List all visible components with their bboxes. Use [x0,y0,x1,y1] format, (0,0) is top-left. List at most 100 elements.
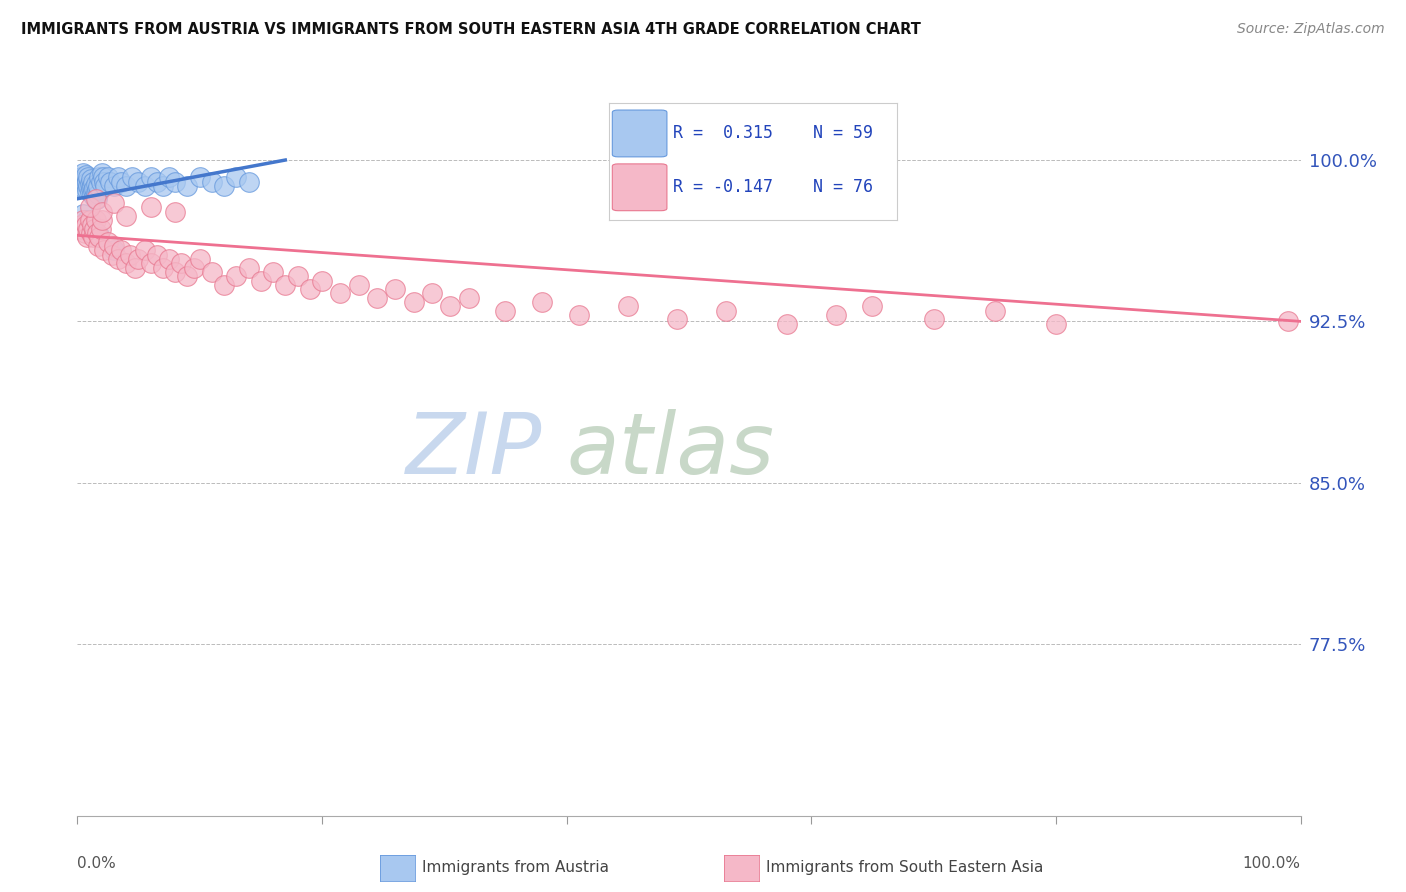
Point [311,273,333,287]
Point [82,230,104,244]
Point [165,265,187,279]
Point [84,186,107,200]
Point [115,178,138,193]
Point [107,170,129,185]
Point [420,286,443,301]
Point [76,230,98,244]
Point [176,178,198,193]
Point [103,239,125,253]
Point [82,175,104,189]
Point [87,239,110,253]
Point [75,177,97,191]
Point [80,187,103,202]
Point [87,187,110,202]
Point [69,178,91,193]
Point [80,222,103,236]
Point [70,222,93,236]
Point [80,226,103,240]
Point [80,172,103,186]
Point [115,256,138,270]
Point [84,192,107,206]
Point [128,175,150,189]
Text: IMMIGRANTS FROM AUSTRIA VS IMMIGRANTS FROM SOUTH EASTERN ASIA 4TH GRADE CORRELAT: IMMIGRANTS FROM AUSTRIA VS IMMIGRANTS FR… [21,22,921,37]
Point [298,282,321,296]
Point [84,177,107,191]
Point [287,269,309,284]
Point [82,183,104,197]
Point [76,183,98,197]
Point [824,308,846,322]
Point [89,228,111,243]
Point [72,166,94,180]
Text: Source: ZipAtlas.com: Source: ZipAtlas.com [1237,22,1385,37]
Point [776,317,799,331]
Text: atlas: atlas [567,409,775,492]
Point [170,256,193,270]
Point [366,291,388,305]
Point [90,213,112,227]
Point [90,222,112,236]
Point [262,265,284,279]
Point [134,178,156,193]
Text: ZIP: ZIP [406,409,543,492]
Point [152,260,174,275]
Point [274,277,297,292]
Point [250,273,273,287]
Point [97,235,120,249]
Point [79,200,101,214]
Point [103,196,125,211]
Point [73,226,96,240]
Point [665,312,688,326]
Point [121,170,143,185]
Point [76,213,98,227]
Point [91,170,114,185]
Point [157,170,180,185]
Point [402,295,425,310]
Point [146,248,169,262]
Point [80,218,103,232]
Point [107,252,129,266]
Point [110,244,132,258]
Text: 0.0%: 0.0% [77,856,117,871]
Point [86,192,108,206]
Point [617,299,640,313]
Point [83,222,105,236]
Point [83,181,105,195]
Point [84,213,107,227]
Point [384,282,406,296]
Point [77,222,100,236]
Point [77,178,100,193]
Point [86,226,108,240]
Point [94,178,117,193]
Point [79,213,101,227]
Point [100,248,122,262]
Point [157,252,180,266]
Point [70,218,93,232]
Point [87,178,110,193]
Point [103,244,125,258]
Point [77,170,100,185]
Point [1277,314,1299,328]
Point [89,170,111,185]
Text: R = -0.147    N = 76: R = -0.147 N = 76 [672,178,873,196]
Point [439,299,461,313]
Point [922,312,945,326]
Point [75,168,97,182]
Point [90,175,112,189]
Point [238,260,260,275]
Point [531,295,554,310]
Point [188,252,211,266]
Point [201,265,224,279]
Point [984,303,1007,318]
Point [714,303,737,318]
Point [152,178,174,193]
Point [139,256,162,270]
Point [90,204,112,219]
Point [80,181,103,195]
Point [75,218,97,232]
Text: 100.0%: 100.0% [1243,856,1301,871]
Point [139,200,162,214]
Point [72,213,94,227]
Point [73,172,96,186]
Point [225,170,247,185]
